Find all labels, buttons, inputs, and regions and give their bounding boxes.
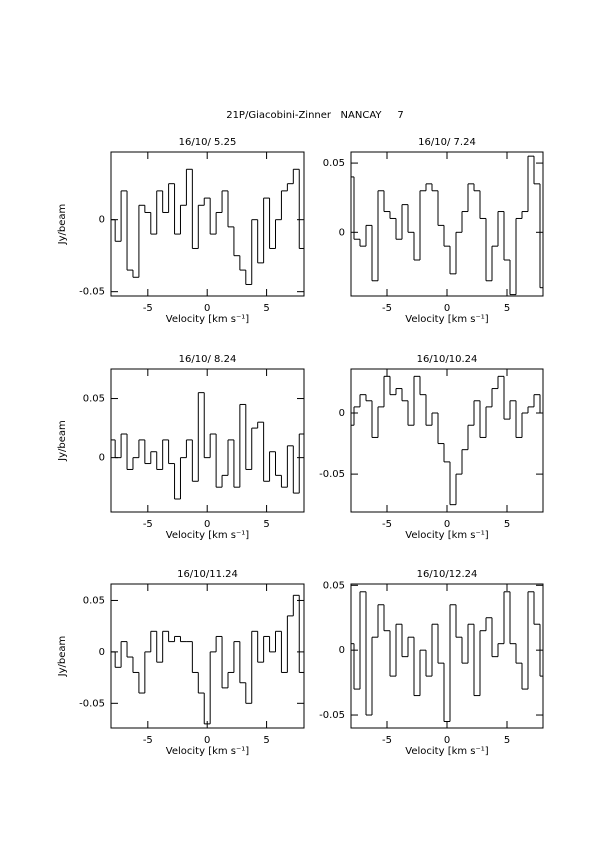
- y-tick-label: 0: [339, 408, 345, 419]
- y-tick-label: 0: [339, 227, 345, 238]
- panel: 16/10/ 8.24 -5 0 5 0 0.05 Velocity [km s⁻¹] Jy/…: [57, 354, 305, 541]
- y-tick-label: 0.05: [83, 595, 105, 606]
- x-tick-label: 0: [444, 303, 450, 314]
- y-tick-label: 0: [339, 645, 345, 656]
- panel: 16/10/11.24 -5 0 5 -0.05 0 0.05 Velocity [km s⁻…: [57, 569, 305, 757]
- x-tick-label: 5: [504, 303, 510, 314]
- plot-frame: [350, 583, 544, 729]
- plot-area: [351, 591, 543, 723]
- plot-area: [111, 168, 304, 285]
- plot-frame: [350, 151, 544, 297]
- y-tick-label: 0.05: [83, 394, 105, 405]
- plot-area: [351, 375, 543, 506]
- plot-frame: [110, 151, 305, 297]
- x-tick-label: 5: [504, 519, 510, 530]
- page-title: 21P/Giacobini-Zinner NANCAY 7: [226, 110, 404, 121]
- x-axis-label: Velocity [km s⁻¹]: [166, 314, 250, 325]
- plot-frame: [110, 583, 305, 729]
- x-tick-label: -5: [382, 735, 392, 746]
- y-tick-label: -0.05: [319, 710, 345, 721]
- x-axis-label: Velocity [km s⁻¹]: [166, 746, 250, 757]
- plot-area: [111, 594, 304, 725]
- x-tick-label: 5: [263, 735, 269, 746]
- x-tick-label: 5: [504, 735, 510, 746]
- y-tick-label: 0.05: [323, 158, 345, 169]
- panel-title: 16/10/12.24: [417, 569, 478, 580]
- y-tick-label: -0.05: [79, 698, 105, 709]
- y-axis-label: Jy/beam: [57, 636, 68, 678]
- x-tick-label: -5: [143, 303, 153, 314]
- panel-title: 16/10/ 5.25: [179, 137, 237, 148]
- x-tick-label: -5: [382, 519, 392, 530]
- x-tick-label: 0: [444, 519, 450, 530]
- plot-frame: [350, 368, 544, 513]
- panel-title: 16/10/10.24: [417, 354, 478, 365]
- x-tick-label: 5: [263, 303, 269, 314]
- y-tick-label: 0: [99, 647, 105, 658]
- x-tick-label: 0: [204, 519, 210, 530]
- x-tick-label: -5: [382, 303, 392, 314]
- plot-area: [111, 392, 304, 500]
- y-tick-label: -0.05: [79, 287, 105, 298]
- panel: 16/10/12.24 -5 0 5 -0.05 0 0.05 Velocity [km s⁻…: [319, 569, 544, 757]
- x-axis-label: Velocity [km s⁻¹]: [405, 746, 489, 757]
- x-axis-label: Velocity [km s⁻¹]: [405, 530, 489, 541]
- panel-title: 16/10/ 8.24: [179, 354, 237, 365]
- x-tick-label: -5: [143, 735, 153, 746]
- x-axis-label: Velocity [km s⁻¹]: [166, 530, 250, 541]
- y-axis-label: Jy/beam: [57, 204, 68, 246]
- x-tick-label: 0: [204, 303, 210, 314]
- panel-title: 16/10/ 7.24: [418, 137, 476, 148]
- y-axis-label: Jy/beam: [57, 420, 68, 462]
- panel: 16/10/ 7.24 -5 0 5 0 0.05 Velocity [km s⁻¹]: [323, 137, 544, 325]
- y-tick-label: 0: [99, 215, 105, 226]
- x-tick-label: -5: [143, 519, 153, 530]
- plot-area: [351, 155, 543, 296]
- x-axis-label: Velocity [km s⁻¹]: [405, 314, 489, 325]
- y-tick-label: 0.05: [323, 580, 345, 591]
- y-tick-label: 0: [99, 453, 105, 464]
- panel-title: 16/10/11.24: [177, 569, 238, 580]
- x-tick-label: 0: [444, 735, 450, 746]
- y-tick-label: -0.05: [319, 469, 345, 480]
- plot-frame: [110, 368, 305, 513]
- x-tick-label: 5: [263, 519, 269, 530]
- x-tick-label: 0: [204, 735, 210, 746]
